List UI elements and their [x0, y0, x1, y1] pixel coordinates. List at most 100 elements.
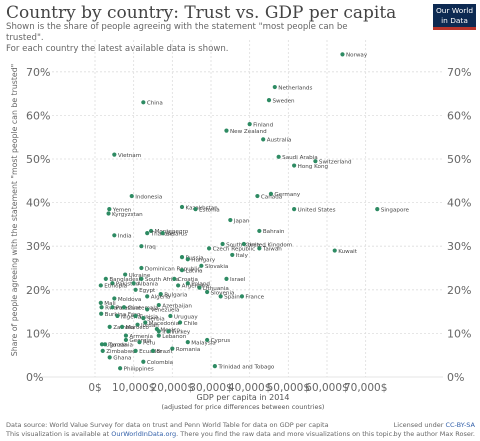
point-label: Philippines [124, 367, 154, 373]
data-point [139, 276, 144, 281]
point-label: Ecuador [139, 349, 163, 355]
data-point [166, 329, 171, 334]
data-point [141, 359, 146, 364]
y-tick-label-right: 20% [447, 284, 471, 297]
point-label: Kuwait [338, 249, 357, 255]
point-label: Malaysia [191, 340, 215, 346]
point-label: Slovenia [211, 290, 235, 296]
data-point [143, 320, 148, 325]
data-point [106, 211, 111, 216]
data-point [257, 228, 262, 234]
data-point [133, 313, 138, 319]
data-point [185, 281, 190, 286]
subtitle-line-1: Shown is the share of people agreeing wi… [6, 22, 348, 43]
data-point [133, 348, 138, 353]
data-point [255, 193, 260, 199]
logo-line-1: Our World [435, 6, 474, 15]
data-point [135, 322, 140, 327]
point-label: Czech Republic [213, 247, 256, 253]
data-point [107, 207, 112, 212]
author-text: by the author Max Roser. [393, 429, 476, 438]
y-tick-label: 60% [26, 109, 50, 122]
y-tick-label: 30% [26, 240, 50, 253]
data-point [239, 294, 245, 299]
data-point [276, 154, 281, 159]
data-point [220, 241, 225, 247]
point-label: Ukraine [129, 273, 151, 279]
point-label: Saudi Arabia [282, 155, 318, 161]
data-point [123, 272, 128, 277]
owid-logo[interactable]: Our World in Data [433, 4, 476, 30]
point-label: Cyprus [211, 338, 231, 344]
y-tick-label-right: 40% [447, 197, 471, 210]
data-point [228, 217, 233, 223]
point-label: India [118, 234, 132, 240]
data-point [100, 348, 105, 353]
data-point [145, 294, 150, 299]
license-prefix: Licensed under [393, 421, 446, 429]
availability-text: This visualization is available at OurWo… [6, 430, 394, 439]
x-tick-label: 10,000$ [112, 382, 155, 394]
point-label: Finland [253, 122, 273, 128]
point-label: Tunisia [138, 314, 158, 320]
point-label: Japan [233, 218, 250, 224]
point-label: Lithuania [203, 286, 229, 292]
data-point [112, 233, 117, 238]
point-label: Uruguay [174, 314, 198, 320]
data-point [110, 305, 115, 310]
data-point [99, 311, 104, 316]
data-point [224, 128, 229, 133]
data-point [185, 257, 190, 262]
y-tick-label-right: 30% [447, 240, 471, 253]
y-tick-label: 50% [26, 153, 50, 166]
point-label: Brazil [157, 349, 173, 355]
data-point [292, 163, 297, 168]
point-label: Pakistan [116, 282, 140, 288]
data-point [137, 340, 142, 345]
point-label: Romania [176, 347, 200, 353]
point-label: Venezuela [151, 308, 180, 314]
point-label: Ghana [113, 356, 131, 362]
point-label: Tanzania [108, 343, 133, 349]
data-point [145, 231, 150, 236]
point-label: Vietnam [118, 153, 141, 159]
point-label: Burkina Faso [105, 312, 141, 318]
data-point [170, 346, 175, 351]
footer-source: Data source: World Value Survey for data… [6, 421, 394, 438]
point-label: Israel [230, 277, 246, 283]
license-link[interactable]: CC-BY-SA [445, 421, 475, 429]
y-tick-label: 40% [26, 197, 50, 210]
point-label: Germany [274, 192, 300, 198]
data-point [107, 324, 112, 329]
x-tick-label: 70,000$ [344, 382, 387, 394]
data-point [131, 281, 136, 286]
point-label: Egypt [139, 288, 156, 294]
y-tick-label-right: 10% [447, 327, 471, 340]
x-tick-label: 0$ [88, 382, 101, 394]
y-tick-label-right: 50% [447, 153, 471, 166]
y-tick-label: 70% [26, 66, 50, 79]
point-label: Belarus [166, 231, 187, 237]
data-point [224, 276, 229, 281]
data-point [156, 333, 161, 338]
point-label: Indonesia [135, 194, 162, 200]
availability-suffix: . There you find the raw data and more v… [176, 429, 395, 438]
owid-link[interactable]: OurWorldInData.org [111, 429, 177, 438]
data-point [197, 285, 202, 290]
data-point [156, 329, 161, 334]
point-label: Iraq [145, 245, 156, 251]
data-point [179, 268, 185, 273]
data-point [340, 52, 345, 57]
point-label: Hungary [191, 258, 216, 264]
point-label: Russia [186, 255, 204, 261]
point-label: Morocco [126, 325, 150, 331]
x-tick-label: 20,000$ [151, 382, 194, 394]
data-point [98, 300, 103, 305]
point-label: Nigeria [121, 314, 141, 320]
point-label: Algeria [151, 295, 171, 301]
data-point [179, 204, 185, 210]
point-label: Switzerland [319, 159, 352, 165]
data-point [118, 366, 123, 371]
data-point [123, 337, 129, 343]
point-label: United Kingdom [247, 242, 292, 248]
